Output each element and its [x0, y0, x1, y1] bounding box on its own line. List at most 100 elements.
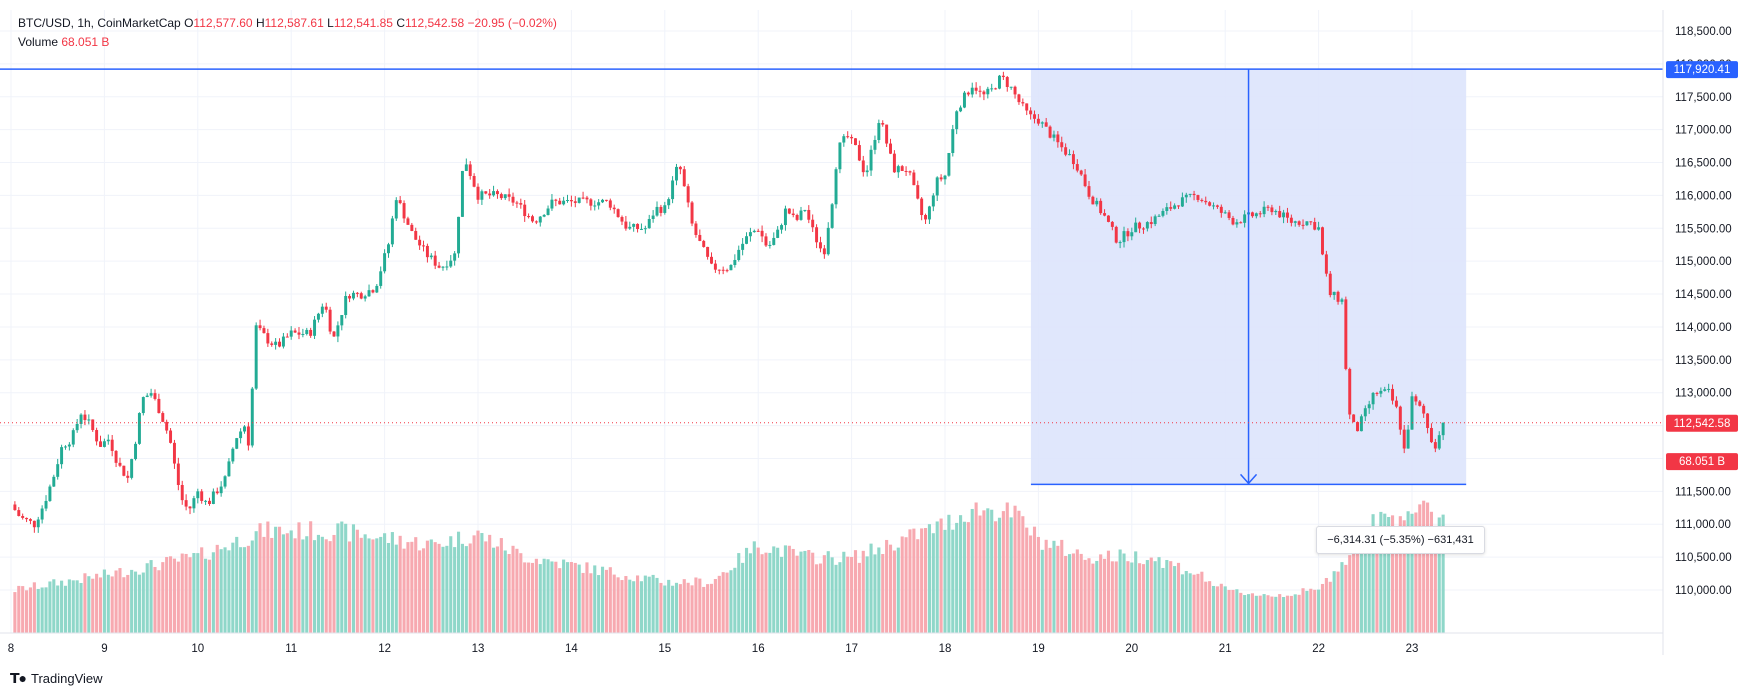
volume-bar: [445, 545, 449, 633]
volume-bar: [1293, 594, 1297, 633]
volume-bar: [1083, 559, 1087, 633]
candle-body: [1118, 242, 1122, 244]
candle-body: [1356, 422, 1359, 432]
volume-bar: [36, 588, 40, 633]
candle-body: [970, 87, 974, 95]
candle-body: [297, 332, 301, 335]
volume-bar: [1021, 516, 1025, 633]
volume-bar: [1052, 540, 1056, 633]
volume-bar: [460, 543, 464, 633]
volume-label[interactable]: Volume: [18, 35, 59, 49]
candle-body: [371, 290, 375, 293]
volume-bar: [149, 560, 153, 633]
volume-bar: [779, 556, 784, 633]
candle-body: [383, 253, 387, 272]
candle-body: [1060, 142, 1064, 148]
y-tick-label: 111,000.00: [1675, 519, 1731, 531]
volume-bar: [1200, 571, 1204, 633]
volume-bar: [515, 548, 519, 633]
candle-body: [1285, 212, 1289, 218]
ohlc-row: BTC/USD, 1h, CoinMarketCap O112,577.60 H…: [18, 14, 557, 32]
volume-bar: [1227, 589, 1231, 633]
y-tick-label: 110,500.00: [1675, 552, 1732, 564]
volume-bar: [772, 546, 776, 633]
candle-body: [204, 500, 208, 502]
volume-bar: [1320, 583, 1325, 633]
volume-bar: [21, 586, 25, 633]
x-tick-label: 18: [939, 643, 952, 655]
candle-body: [573, 201, 577, 203]
candle-body: [83, 414, 87, 421]
candle-body: [488, 193, 492, 196]
volume-bar: [1215, 586, 1219, 633]
volume-bar: [1157, 557, 1161, 633]
volume-bar: [659, 582, 663, 633]
candle-body: [1352, 414, 1356, 423]
volume-bar: [1235, 589, 1239, 633]
volume-bar: [161, 562, 165, 633]
candle-body: [379, 271, 383, 286]
candle-body: [674, 166, 678, 181]
symbol-title[interactable]: BTC/USD, 1h, CoinMarketCap: [18, 16, 181, 30]
candle-body: [1212, 205, 1216, 207]
volume-bar: [340, 521, 344, 633]
volume-bar: [838, 562, 842, 633]
volume-bar: [768, 552, 772, 633]
volume-bar: [1079, 553, 1083, 633]
volume-bar: [192, 553, 196, 633]
volume-bar: [429, 539, 433, 633]
tradingview-logo[interactable]: 𝗧● TradingView: [10, 670, 103, 687]
candle-body: [1437, 435, 1441, 449]
volume-bar: [842, 551, 846, 633]
volume-bar: [1441, 514, 1445, 633]
candle-body: [651, 215, 655, 219]
volume-bar: [885, 539, 889, 633]
change-value: −20.95 (−0.02%): [467, 16, 557, 30]
volume-bar: [558, 568, 562, 633]
candle-body: [1177, 205, 1180, 207]
volume-bar: [1266, 595, 1270, 633]
volume-bar: [266, 521, 270, 633]
candle-body: [955, 111, 959, 130]
candle-body: [601, 199, 605, 203]
candle-body: [492, 191, 496, 196]
candle-body: [106, 439, 110, 442]
candle-body: [211, 491, 215, 504]
volume-bar: [931, 533, 935, 633]
candle-body: [429, 255, 433, 258]
candle-body: [1184, 194, 1188, 198]
candle-body: [639, 228, 643, 230]
volume-bar: [137, 574, 141, 633]
volume-bar: [1270, 596, 1274, 633]
candle-body: [951, 129, 955, 154]
volume-bar: [394, 544, 398, 633]
candle-body: [795, 215, 799, 220]
volume-bar: [472, 535, 476, 633]
candle-body: [289, 330, 293, 337]
volume-bar: [1071, 553, 1075, 633]
candle-body: [717, 269, 721, 271]
candle-body: [309, 329, 313, 336]
candle-body: [1324, 254, 1328, 274]
candle-body: [659, 206, 663, 213]
candle-body: [912, 172, 916, 186]
candle-body: [1321, 227, 1324, 255]
volume-bar: [912, 528, 916, 633]
volume-bar: [437, 543, 441, 633]
candle-body: [569, 200, 573, 202]
candle-body: [422, 245, 425, 247]
volume-bar: [581, 572, 585, 633]
candle-body: [1387, 388, 1391, 390]
candle-body: [200, 491, 204, 501]
candle-body: [437, 265, 441, 268]
volume-bar: [258, 523, 262, 633]
volume-bar: [468, 543, 472, 633]
volume-bar: [920, 528, 924, 633]
candle-body: [157, 398, 161, 414]
volume-bar: [671, 585, 675, 633]
candle-body: [64, 446, 67, 448]
volume-bar: [1064, 555, 1068, 633]
volume-bar: [1013, 505, 1017, 633]
volume-bar: [1138, 563, 1142, 633]
